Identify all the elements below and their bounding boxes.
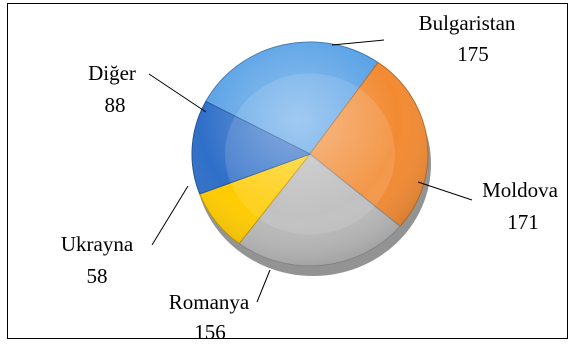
data-label-name-moldova: Moldova — [482, 178, 559, 202]
data-label-name-bulgaristan: Bulgaristan — [419, 11, 516, 35]
data-label-value-ukrayna: 58 — [87, 264, 108, 288]
leader-line-romanya — [256, 269, 271, 303]
data-label-name-ukrayna: Ukrayna — [61, 232, 134, 256]
pie-gloss-overlay — [192, 42, 428, 266]
leader-line-moldova — [417, 181, 473, 201]
leader-line-bulgaristan — [331, 39, 385, 46]
data-label-value-bulgaristan: 175 — [457, 42, 489, 66]
leader-line-ukrayna — [151, 185, 189, 246]
data-label-name-romanya: Romanya — [169, 290, 250, 314]
data-label-name-di-er: Diğer — [88, 61, 136, 85]
data-label-value-moldova: 171 — [507, 210, 539, 234]
data-label-value-romanya: 156 — [194, 320, 226, 344]
data-label-value-di-er: 88 — [105, 93, 126, 117]
leader-line-di-er — [148, 73, 207, 113]
